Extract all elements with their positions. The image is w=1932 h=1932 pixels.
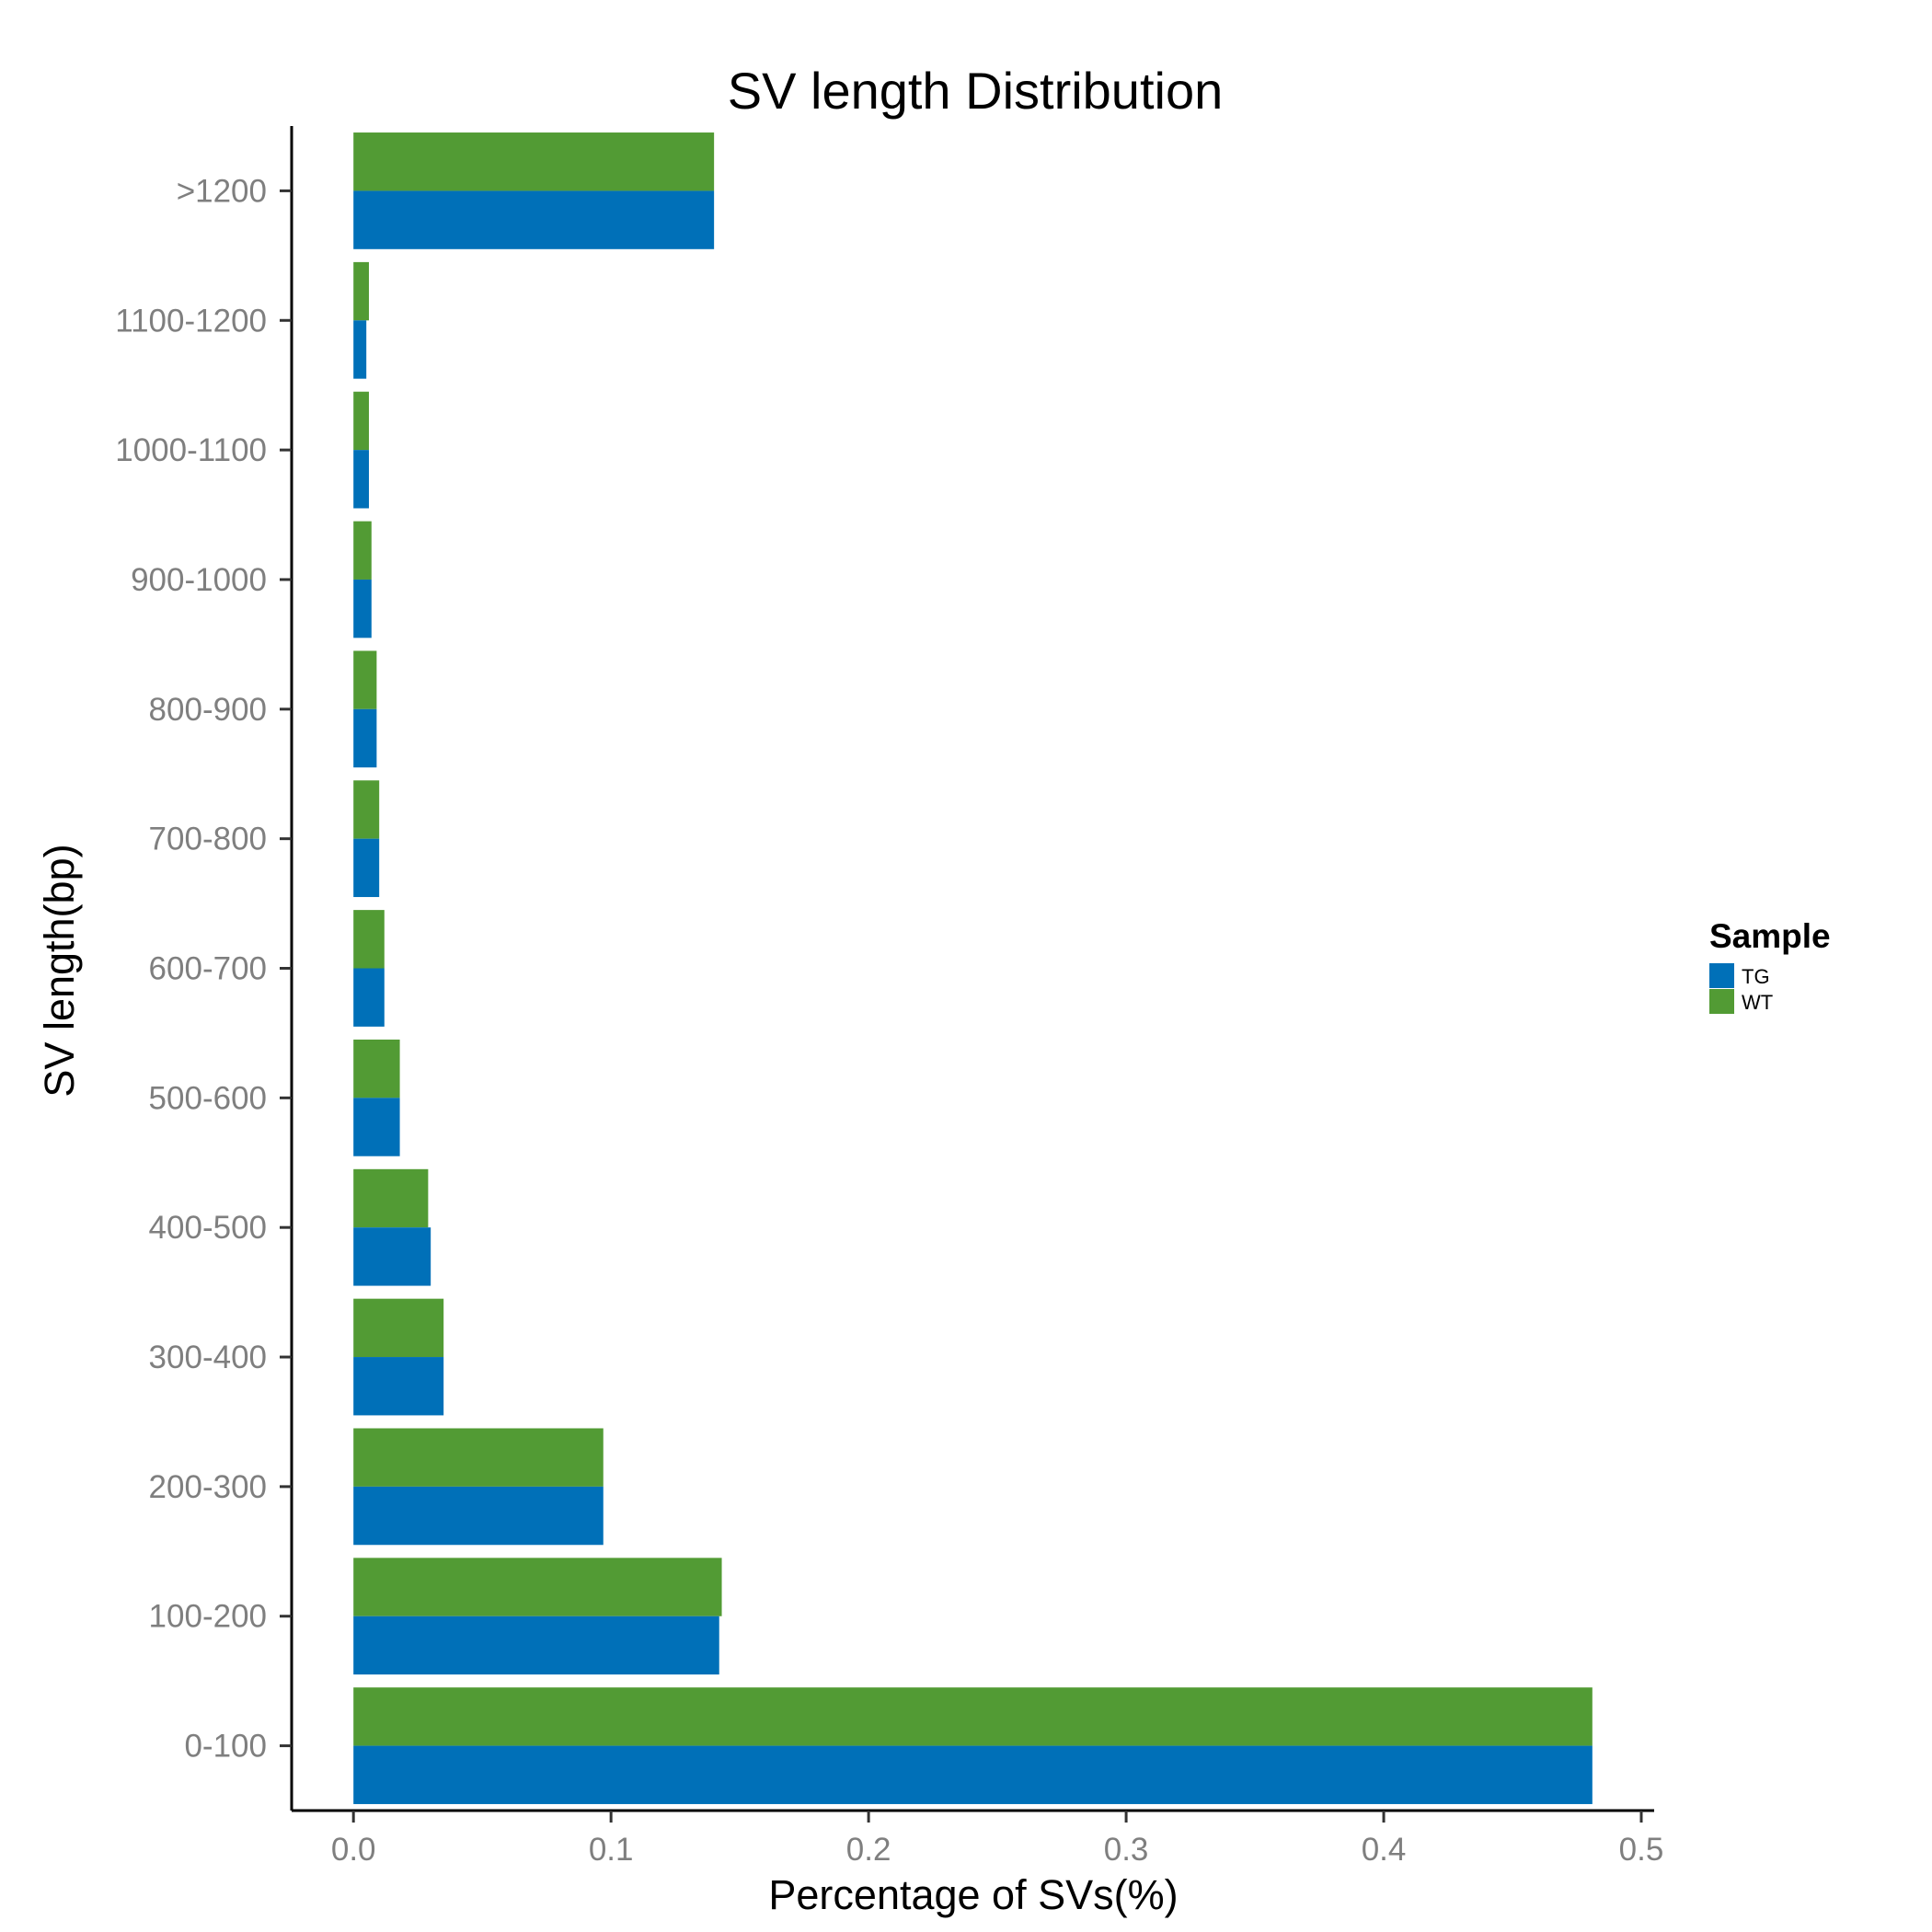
legend-title: Sample	[1709, 917, 1831, 955]
bar-tg-900-1000	[353, 579, 372, 638]
x-tick-label: 0.3	[1104, 1832, 1149, 1868]
bar-wt-1100-1200	[353, 261, 369, 321]
chart-title: SV length Distribution	[728, 62, 1224, 120]
bar-wt-600-700	[353, 910, 385, 969]
y-axis-ticks: 0-100 100-200 200-300 300-400 400-500 500-600…	[115, 173, 292, 1765]
legend-swatch-wt	[1709, 989, 1734, 1014]
bars	[353, 132, 1593, 1804]
bar-wt-300-400	[353, 1298, 444, 1358]
bar-tg-1100-1200	[353, 320, 367, 379]
legend-label-tg: TG	[1742, 965, 1770, 988]
y-tick-label: 1100-1200	[115, 303, 267, 339]
bar-wt-800-900	[353, 650, 377, 709]
y-tick-label: 100-200	[149, 1599, 267, 1635]
bar-wt-100-200	[353, 1558, 722, 1616]
bar-wt-700-800	[353, 780, 380, 839]
bar-wt-1000-1100	[353, 391, 369, 451]
bar-tg-400-500	[353, 1227, 431, 1286]
bar-tg-0-100	[353, 1745, 1593, 1804]
bar-tg-1000-1100	[353, 450, 369, 509]
y-tick-label: 700-800	[149, 822, 267, 857]
y-tick-label: 600-700	[149, 951, 267, 987]
legend: Sample TG WT	[1709, 917, 1831, 1014]
x-tick-label: 0.5	[1619, 1832, 1664, 1868]
bar-tg-600-700	[353, 968, 385, 1027]
legend-swatch-tg	[1709, 963, 1734, 988]
y-tick-label: 400-500	[149, 1210, 267, 1246]
bar-wt-900-1000	[353, 521, 372, 580]
y-tick-label: 500-600	[149, 1080, 267, 1116]
y-tick-label: 0-100	[184, 1729, 267, 1765]
x-tick-label: 0.0	[331, 1832, 376, 1868]
bar-wt-500-600	[353, 1039, 400, 1098]
y-tick-label: 200-300	[149, 1469, 267, 1505]
x-tick-label: 0.1	[589, 1832, 634, 1868]
bar-tg-700-800	[353, 838, 380, 898]
bar-tg-200-300	[353, 1486, 604, 1546]
bar-tg-100-200	[353, 1616, 719, 1675]
y-axis-title: SV length(bp)	[36, 844, 83, 1097]
bar-tg-800-900	[353, 708, 377, 768]
y-tick-label: 300-400	[149, 1340, 267, 1375]
x-tick-label: 0.2	[846, 1832, 891, 1868]
bar-tg->1200	[353, 190, 715, 249]
x-axis-ticks: 0.0 0.1 0.2 0.3 0.4 0.5	[331, 1811, 1663, 1868]
bar-tg-500-600	[353, 1098, 400, 1156]
bar-wt-200-300	[353, 1428, 604, 1487]
x-tick-label: 0.4	[1362, 1832, 1407, 1868]
y-tick-label: 1000-1100	[115, 432, 267, 468]
bar-wt->1200	[353, 132, 715, 191]
y-tick-label: 800-900	[149, 692, 267, 728]
y-tick-label: 900-1000	[131, 562, 267, 598]
bar-tg-300-400	[353, 1357, 444, 1416]
bar-wt-400-500	[353, 1168, 429, 1228]
legend-label-wt: WT	[1742, 991, 1773, 1014]
x-axis-title: Percentage of SVs(%)	[768, 1871, 1178, 1918]
bar-wt-0-100	[353, 1687, 1593, 1746]
y-tick-label: >1200	[177, 173, 267, 209]
